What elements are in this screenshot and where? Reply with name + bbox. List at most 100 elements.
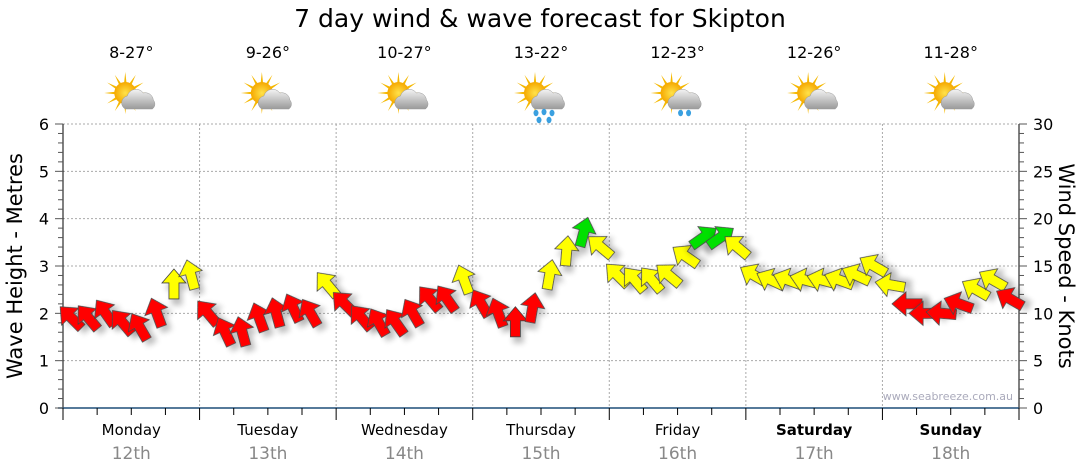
partly-cloudy-icon bbox=[923, 72, 975, 114]
cloud bbox=[121, 89, 156, 110]
day-temperature: 9-26° bbox=[246, 43, 290, 62]
right-tick-label: 10 bbox=[1033, 304, 1053, 323]
wind-arrow bbox=[212, 317, 237, 348]
wind-arrow bbox=[435, 285, 460, 315]
sun-ray bbox=[516, 96, 528, 104]
wind-arrow bbox=[996, 287, 1026, 312]
cloud bbox=[394, 89, 429, 110]
sun-ray bbox=[265, 74, 273, 86]
day-temperature: 8-27° bbox=[109, 43, 153, 62]
left-tick-label: 6 bbox=[39, 115, 49, 134]
right-axis-title: Wind Speed - Knots bbox=[1054, 163, 1078, 368]
day-date: 13th bbox=[248, 444, 287, 464]
right-tick-label: 25 bbox=[1033, 162, 1053, 181]
sun-ray bbox=[653, 96, 665, 104]
sun-ray bbox=[653, 82, 665, 90]
wind-arrow bbox=[520, 292, 546, 324]
sun-ray bbox=[401, 74, 409, 86]
rain-drop bbox=[678, 109, 684, 117]
day-name: Thursday bbox=[505, 421, 576, 439]
wind-arrow bbox=[724, 236, 752, 261]
sun-ray bbox=[533, 72, 537, 85]
cloud bbox=[940, 89, 975, 110]
sun-ray bbox=[268, 82, 281, 90]
sun-ray bbox=[107, 82, 119, 90]
sun-ray bbox=[934, 100, 942, 112]
day-temperature: 12-26° bbox=[787, 43, 842, 62]
day-date: 14th bbox=[385, 444, 424, 464]
wind-arrow bbox=[859, 254, 890, 278]
wind-arrow bbox=[874, 271, 907, 298]
wind-arrow bbox=[144, 297, 169, 329]
day-name: Tuesday bbox=[236, 421, 298, 439]
day-name: Saturday bbox=[776, 421, 853, 439]
day-temperature: 11-28° bbox=[923, 43, 978, 62]
sun-ray bbox=[123, 72, 127, 85]
sun-ray bbox=[926, 82, 938, 90]
sun-ray bbox=[243, 82, 255, 90]
left-tick-label: 1 bbox=[39, 352, 49, 371]
cloud bbox=[804, 89, 838, 110]
sun-ray bbox=[397, 72, 400, 85]
showers-icon bbox=[514, 72, 565, 124]
light-showers-icon bbox=[650, 72, 702, 117]
sun-ray bbox=[380, 82, 392, 90]
rain-drop bbox=[541, 108, 547, 116]
day-temperature: 12-23° bbox=[650, 43, 705, 62]
day-name: Friday bbox=[655, 421, 701, 439]
wind-arrow bbox=[502, 306, 529, 338]
wind-arrow bbox=[401, 298, 425, 329]
wind-arrow bbox=[588, 236, 616, 261]
right-tick-label: 5 bbox=[1033, 352, 1043, 371]
sun-ray bbox=[114, 74, 123, 86]
wind-arrow bbox=[451, 264, 476, 296]
sun-ray bbox=[661, 100, 669, 112]
left-axis-title: Wave Height - Metres bbox=[3, 153, 27, 379]
rain-drop bbox=[533, 109, 539, 117]
sun-ray bbox=[926, 96, 938, 104]
day-date: 16th bbox=[658, 444, 697, 464]
sun-ray bbox=[947, 74, 956, 86]
sun-ray bbox=[114, 100, 123, 112]
sun-ray bbox=[387, 74, 396, 86]
day-name: Wednesday bbox=[361, 421, 448, 439]
rain-drop bbox=[536, 116, 542, 124]
sun-ray bbox=[514, 91, 527, 95]
wind-arrow bbox=[366, 308, 391, 338]
wind-arrow bbox=[571, 216, 597, 249]
sun-ray bbox=[678, 82, 690, 90]
wind-arrow bbox=[961, 277, 992, 302]
sun-ray bbox=[797, 100, 805, 112]
sun-ray bbox=[923, 91, 936, 95]
sun-ray bbox=[650, 91, 663, 95]
cloud bbox=[531, 89, 565, 110]
sun-ray bbox=[240, 91, 253, 95]
right-tick-label: 20 bbox=[1033, 210, 1053, 229]
right-tick-label: 0 bbox=[1033, 399, 1043, 418]
sun-ray bbox=[107, 96, 119, 104]
wind-arrow bbox=[281, 293, 305, 324]
sun-ray bbox=[243, 96, 255, 104]
sun-ray bbox=[670, 72, 673, 85]
sun-ray bbox=[789, 96, 802, 104]
sun-ray bbox=[934, 74, 942, 86]
chart-title: 7 day wind & wave forecast for Skipton bbox=[294, 4, 786, 33]
rain-drop bbox=[549, 109, 555, 117]
left-tick-label: 0 bbox=[39, 399, 49, 418]
sun-ray bbox=[674, 74, 683, 86]
wind-arrow bbox=[656, 264, 684, 289]
day-date: 17th bbox=[795, 444, 834, 464]
sun-ray bbox=[132, 82, 144, 90]
sun-ray bbox=[943, 72, 947, 85]
sun-ray bbox=[797, 74, 805, 86]
day-name: Sunday bbox=[920, 421, 983, 439]
wind-arrow bbox=[891, 290, 923, 317]
day-date: 12th bbox=[112, 444, 151, 464]
wind-arrow bbox=[246, 302, 271, 334]
wind-arrow bbox=[77, 305, 102, 333]
left-tick-label: 3 bbox=[39, 257, 49, 276]
right-tick-label: 15 bbox=[1033, 257, 1053, 276]
wind-arrow bbox=[229, 316, 255, 348]
left-tick-label: 5 bbox=[39, 162, 49, 181]
